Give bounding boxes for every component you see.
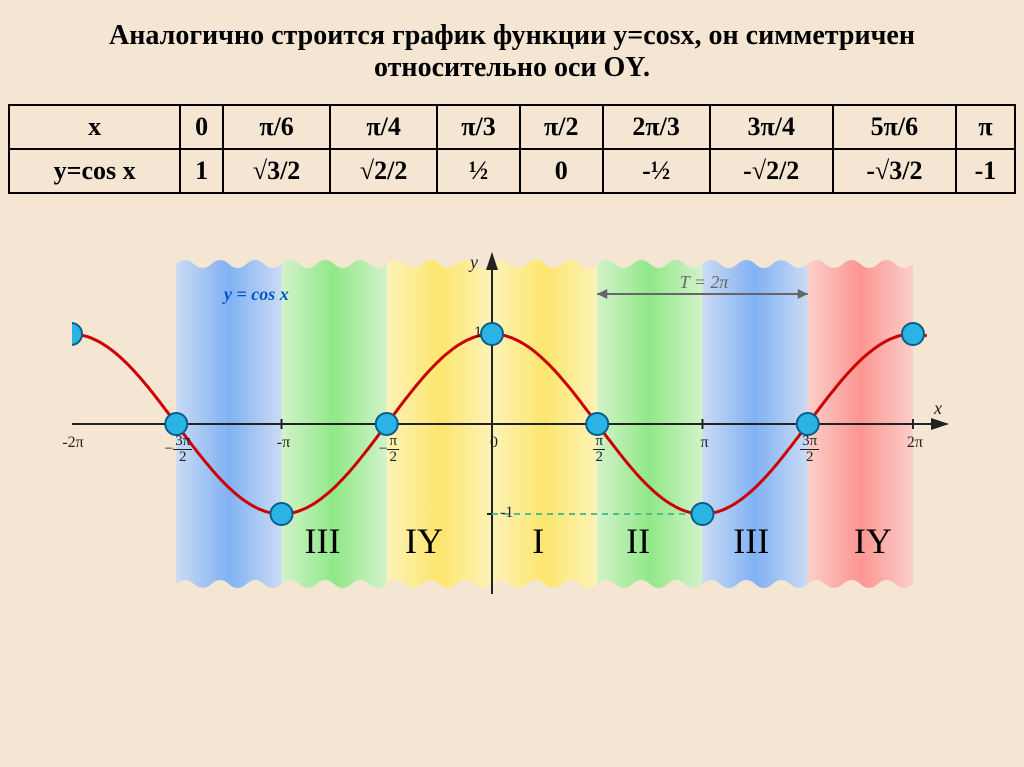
xtick-label: −3π2 xyxy=(158,434,198,465)
x-axis-label: x xyxy=(934,398,942,419)
ytick-neg1: -1 xyxy=(500,504,513,522)
cell: 3π/4 xyxy=(710,105,833,149)
period-label: T = 2π xyxy=(680,272,729,293)
table-row: y=cos x 1 √3/2 √2/2 ½ 0 -½ -√2/2 -√3/2 -… xyxy=(9,149,1015,193)
function-label: y = cos x xyxy=(224,284,289,305)
cell: -½ xyxy=(603,149,710,193)
cell: 2π/3 xyxy=(603,105,710,149)
cell: -1 xyxy=(956,149,1015,193)
region-label: IY xyxy=(405,520,443,562)
cell: ½ xyxy=(437,149,520,193)
cell: √3/2 xyxy=(223,149,330,193)
y-axis-label: y xyxy=(470,252,478,273)
cell: π/6 xyxy=(223,105,330,149)
xtick-label: 3π2 xyxy=(790,434,830,465)
xtick-label: π xyxy=(684,434,724,452)
xtick-label: 0 xyxy=(474,434,514,452)
cell: 5π/6 xyxy=(833,105,956,149)
region-label: III xyxy=(733,520,769,562)
xtick-label: −π2 xyxy=(369,434,409,465)
xtick-label: -π xyxy=(264,434,304,452)
cell: 0 xyxy=(520,149,603,193)
xtick-label: π2 xyxy=(579,434,619,465)
cell: 1 xyxy=(180,149,223,193)
cell: -√3/2 xyxy=(833,149,956,193)
row1-header: x xyxy=(9,105,180,149)
cell: 0 xyxy=(180,105,223,149)
cosine-chart: y = cos xT = 2πyx1-1-2π−3π2-π−π20π2π3π22… xyxy=(72,234,952,634)
xtick-label: -2π xyxy=(53,434,93,452)
xtick-label: 2π xyxy=(895,434,935,452)
cell: √2/2 xyxy=(330,149,437,193)
ytick-1: 1 xyxy=(474,324,482,342)
cell: -√2/2 xyxy=(710,149,833,193)
region-label: II xyxy=(626,520,650,562)
chart-overlay: y = cos xT = 2πyx1-1-2π−3π2-π−π20π2π3π22… xyxy=(72,234,952,634)
row2-header: y=cos x xyxy=(9,149,180,193)
values-table: x 0 π/6 π/4 π/3 π/2 2π/3 3π/4 5π/6 π y=c… xyxy=(8,104,1016,194)
region-label: I xyxy=(532,520,544,562)
region-label: III xyxy=(305,520,341,562)
cell: π/3 xyxy=(437,105,520,149)
table-row: x 0 π/6 π/4 π/3 π/2 2π/3 3π/4 5π/6 π xyxy=(9,105,1015,149)
page-title: Аналогично строится график функции у=cos… xyxy=(0,0,1024,94)
region-label: IY xyxy=(854,520,892,562)
cell: π xyxy=(956,105,1015,149)
cell: π/2 xyxy=(520,105,603,149)
cell: π/4 xyxy=(330,105,437,149)
